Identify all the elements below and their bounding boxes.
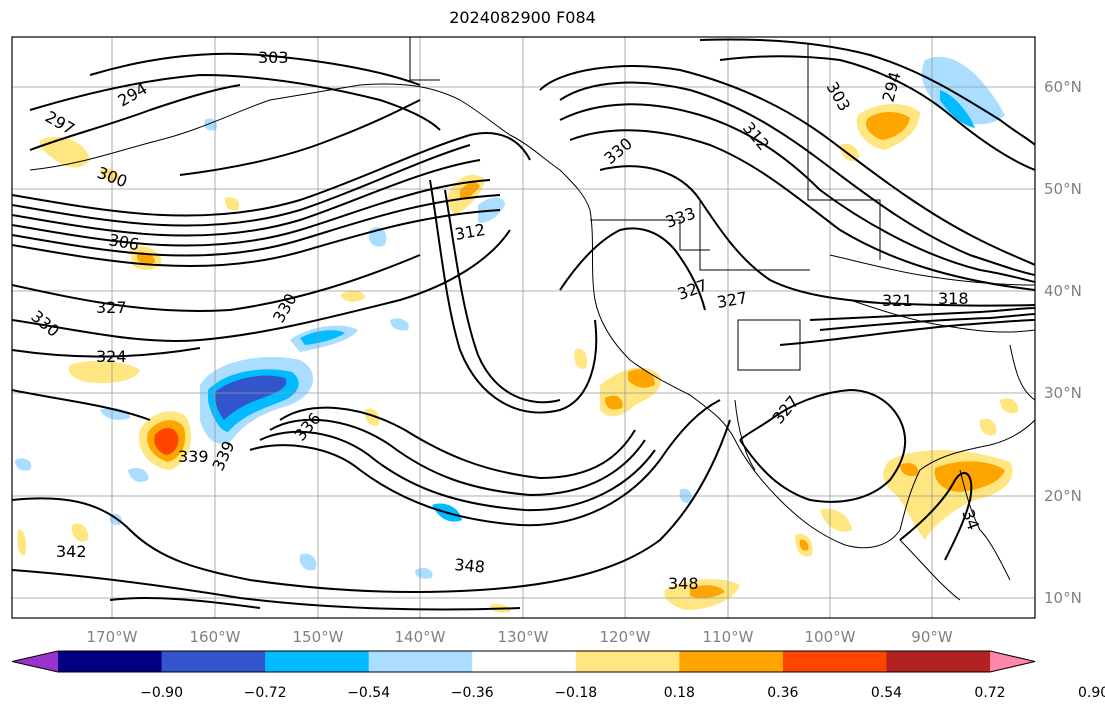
- colorbar-tick-label: 0.54: [871, 685, 902, 701]
- lon-tick-label: 90°W: [911, 628, 953, 646]
- contour-label: 321: [882, 291, 913, 310]
- colorbar-swatch: [58, 651, 163, 672]
- colorbar-tick-label: −0.72: [244, 685, 287, 701]
- contour-label: 327: [96, 298, 127, 317]
- lon-tick-label: 150°W: [293, 628, 344, 646]
- coastlines: [29, 37, 1035, 601]
- map-frame: [11, 36, 1036, 619]
- contour-label: 318: [938, 289, 969, 308]
- colorbar-tick-label: 0.90: [1078, 685, 1105, 701]
- colorbar-outline: [11, 650, 1036, 673]
- contour-label: 324: [96, 347, 127, 366]
- contour-label: 339: [178, 447, 209, 466]
- colorbar-tick-label: 0.36: [767, 685, 798, 701]
- latitude-axis: 60°N 50°N 40°N 30°N 20°N 10°N: [1044, 78, 1082, 607]
- colorbar: −0.90 −0.72 −0.54 −0.36 −0.18 0.18 0.36 0.54 0.7…: [11, 650, 1105, 701]
- longitude-axis: 170°W 160°W 150°W 140°W 130°W 120°W 110°…: [87, 628, 953, 646]
- colorbar-swatch: [472, 651, 577, 672]
- lat-tick-label: 30°N: [1044, 384, 1082, 402]
- lon-tick-label: 160°W: [190, 628, 241, 646]
- contour-label: 348: [668, 574, 699, 593]
- colorbar-swatch: [161, 651, 266, 672]
- colorbar-extend-min: [12, 651, 58, 672]
- lon-tick-label: 120°W: [600, 628, 651, 646]
- lon-tick-label: 140°W: [395, 628, 446, 646]
- colorbar-tick-label: −0.18: [554, 685, 597, 701]
- colorbar-tick-label: −0.54: [347, 685, 390, 701]
- lon-tick-label: 110°W: [703, 628, 754, 646]
- lat-tick-label: 50°N: [1044, 180, 1082, 198]
- contour-label: 342: [56, 542, 87, 561]
- lon-tick-label: 130°W: [498, 628, 549, 646]
- colorbar-swatch: [886, 651, 991, 672]
- colorbar-tick-label: −0.90: [140, 685, 183, 701]
- colorbar-tick-label: −0.36: [451, 685, 494, 701]
- colorbar-swatch: [368, 651, 473, 672]
- colorbar-extend-max: [990, 651, 1035, 672]
- colorbar-tick-label: 0.72: [974, 685, 1005, 701]
- graticule: [12, 37, 1035, 618]
- colorbar-tick-label: 0.18: [664, 685, 695, 701]
- lat-tick-label: 20°N: [1044, 487, 1082, 505]
- height-contours: [12, 38, 1035, 611]
- lon-tick-label: 170°W: [87, 628, 138, 646]
- map-title: 2024082900 F084: [449, 8, 596, 27]
- lon-tick-label: 100°W: [805, 628, 856, 646]
- lat-tick-label: 60°N: [1044, 78, 1082, 96]
- lat-tick-label: 40°N: [1044, 282, 1082, 300]
- colorbar-swatch: [782, 651, 887, 672]
- contour-label: 303: [258, 48, 289, 67]
- colorbar-swatch: [679, 651, 784, 672]
- colorbar-swatch: [575, 651, 680, 672]
- contour-label: 348: [454, 555, 486, 577]
- colorbar-swatch: [265, 651, 370, 672]
- lat-tick-label: 10°N: [1044, 589, 1082, 607]
